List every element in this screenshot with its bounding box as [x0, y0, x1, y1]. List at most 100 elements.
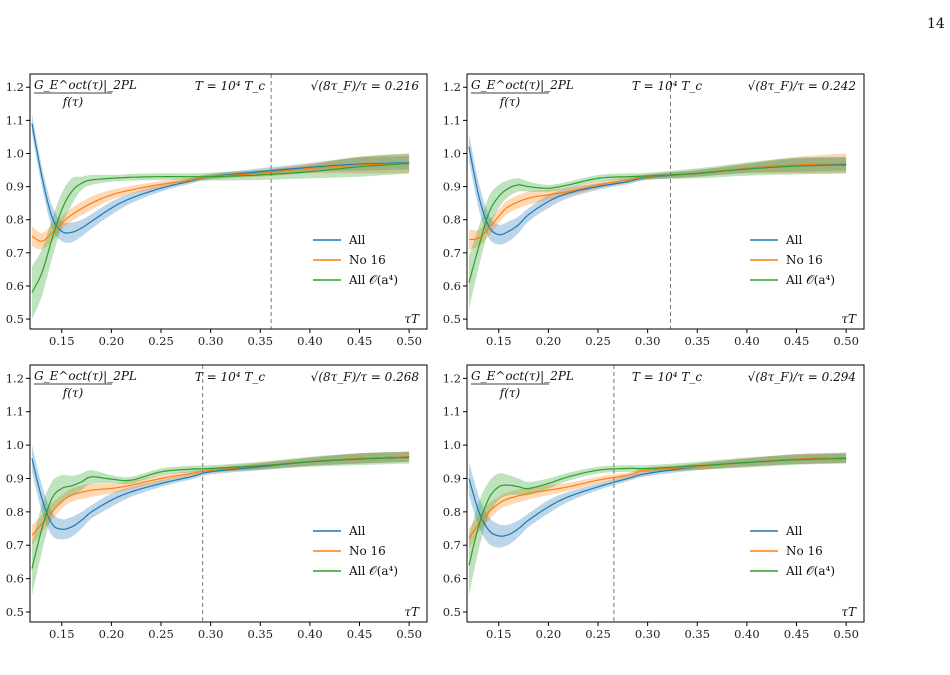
legend-label-2: No 16 — [786, 253, 823, 267]
x-tick-label: 0.40 — [297, 627, 323, 641]
series-line-3 — [31, 162, 410, 293]
y-tick-label: 0.5 — [6, 312, 24, 326]
flow-time-label: √(8τ_F)/τ = 0.294 — [748, 370, 856, 384]
plot-area — [31, 113, 410, 320]
y-tick-label: 1.0 — [443, 146, 461, 160]
plot-area — [31, 445, 410, 596]
y-tick-label: 0.7 — [443, 246, 461, 260]
y-tick-label: 0.6 — [6, 279, 24, 293]
error-band-3 — [469, 156, 847, 310]
y-tick-label: 0.6 — [443, 279, 461, 293]
x-tick-label: 0.50 — [833, 334, 859, 348]
y-tick-label: 1.0 — [443, 438, 461, 452]
x-tick-label: 0.15 — [49, 334, 75, 348]
y-tick-label: 0.6 — [6, 572, 24, 586]
y-tick-label: 0.7 — [6, 538, 24, 552]
axes-frame — [29, 73, 428, 330]
y-label-numerator: G_E^oct(τ)|_2PL — [34, 78, 137, 92]
y-tick-label: 1.2 — [6, 80, 24, 94]
x-tick-label: 0.25 — [148, 334, 174, 348]
x-tick-label: 0.45 — [784, 627, 810, 641]
temperature-label: T = 10⁴ T_c — [195, 370, 266, 384]
y-tick-label: 0.7 — [6, 246, 24, 260]
y-label-numerator: G_E^oct(τ)|_2PL — [471, 78, 574, 92]
x-tick-label: 0.50 — [396, 627, 422, 641]
chart-panel-3: 0.15 0.20 0.25 0.30 0.35 0.40 0.45 0.50 0.5 0.6 0.… — [6, 364, 428, 641]
x-tick-label: 0.35 — [247, 334, 273, 348]
y-tick-label: 1.2 — [6, 371, 24, 385]
plot-area — [468, 452, 847, 596]
axes-frame — [29, 364, 428, 623]
axes-frame — [466, 364, 865, 623]
x-tick-label: 0.25 — [585, 627, 611, 641]
x-tick-label: 0.45 — [347, 334, 373, 348]
series-line-3 — [468, 164, 847, 283]
y-tick-label: 0.5 — [443, 605, 461, 619]
y-tick-label: 0.9 — [6, 180, 24, 194]
legend-label-3: All 𝒪(a⁴) — [785, 273, 835, 287]
chart-panel-2: 0.15 0.20 0.25 0.30 0.35 0.40 0.45 0.50 0.5 0.6 0.… — [443, 73, 865, 348]
y-label-denominator: f(τ) — [499, 95, 521, 109]
x-tick-label: 0.20 — [99, 627, 125, 641]
x-tick-label: 0.45 — [347, 627, 373, 641]
y-tick-label: 0.8 — [6, 505, 24, 519]
x-tick-label: 0.25 — [148, 627, 174, 641]
y-tick-label: 1.2 — [443, 371, 461, 385]
chart-panel-4: 0.15 0.20 0.25 0.30 0.35 0.40 0.45 0.50 0.5 0.6 0.… — [443, 364, 865, 641]
flow-time-label: √(8τ_F)/τ = 0.268 — [311, 370, 420, 384]
x-axis-label: τT — [404, 312, 420, 326]
x-tick-label: 0.40 — [734, 627, 760, 641]
x-tick-label: 0.20 — [536, 627, 562, 641]
y-tick-label: 1.1 — [443, 405, 461, 419]
error-band-1 — [32, 445, 410, 540]
x-tick-label: 0.30 — [635, 627, 661, 641]
x-tick-label: 0.20 — [99, 334, 125, 348]
x-tick-label: 0.45 — [784, 334, 810, 348]
legend-label-2: No 16 — [349, 253, 386, 267]
temperature-label: T = 10⁴ T_c — [632, 370, 703, 384]
legend-label-1: All — [785, 233, 803, 247]
legend-label-3: All 𝒪(a⁴) — [348, 273, 398, 287]
y-tick-label: 1.1 — [443, 113, 461, 127]
x-tick-label: 0.15 — [49, 627, 75, 641]
chart-panel-1: 0.15 0.20 0.25 0.30 0.35 0.40 0.45 0.50 0.5 0.6 0.… — [6, 73, 428, 348]
legend-label-1: All — [785, 524, 803, 538]
plot-area — [468, 133, 847, 310]
x-axis-label: τT — [841, 605, 857, 619]
x-tick-label: 0.35 — [684, 627, 710, 641]
y-tick-label: 0.7 — [443, 538, 461, 552]
error-band-3 — [32, 153, 410, 320]
temperature-label: T = 10⁴ T_c — [632, 79, 703, 93]
series-line-3 — [31, 456, 410, 569]
x-tick-label: 0.35 — [247, 627, 273, 641]
x-axis-label: τT — [841, 312, 857, 326]
x-tick-label: 0.30 — [198, 627, 224, 641]
y-tick-label: 1.2 — [443, 80, 461, 94]
x-tick-label: 0.20 — [536, 334, 562, 348]
page-number: 14 — [927, 16, 945, 32]
flow-time-label: √(8τ_F)/τ = 0.216 — [311, 79, 420, 93]
axes-frame — [466, 73, 865, 330]
series-line-1 — [31, 123, 410, 234]
y-tick-label: 0.8 — [443, 213, 461, 227]
x-tick-label: 0.50 — [396, 334, 422, 348]
error-band-2 — [469, 153, 847, 250]
x-tick-label: 0.30 — [198, 334, 224, 348]
y-tick-label: 1.1 — [6, 405, 24, 419]
series-line-3 — [468, 457, 847, 566]
x-axis-label: τT — [404, 605, 420, 619]
legend-label-2: No 16 — [786, 544, 823, 558]
y-label-denominator: f(τ) — [499, 386, 521, 400]
error-band-1 — [469, 133, 847, 245]
y-tick-label: 0.9 — [443, 471, 461, 485]
flow-time-label: √(8τ_F)/τ = 0.242 — [748, 79, 856, 93]
legend-label-2: No 16 — [349, 544, 386, 558]
x-tick-label: 0.25 — [585, 334, 611, 348]
y-tick-label: 0.6 — [443, 572, 461, 586]
y-label-numerator: G_E^oct(τ)|_2PL — [471, 369, 574, 383]
y-label-denominator: f(τ) — [62, 95, 84, 109]
legend-label-1: All — [348, 233, 366, 247]
x-tick-label: 0.15 — [486, 627, 512, 641]
error-band-1 — [32, 113, 410, 243]
